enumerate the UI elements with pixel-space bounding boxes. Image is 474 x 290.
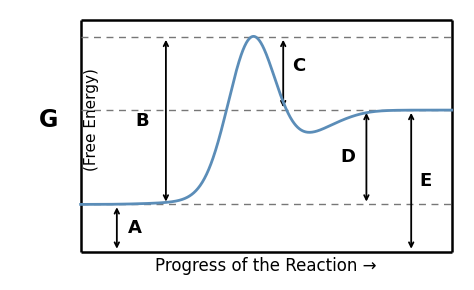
- Text: Progress of the Reaction →: Progress of the Reaction →: [155, 258, 377, 275]
- Text: G: G: [39, 108, 58, 132]
- Text: A: A: [128, 219, 141, 237]
- Text: D: D: [341, 148, 356, 166]
- Text: B: B: [135, 112, 149, 130]
- Text: E: E: [419, 172, 432, 190]
- Text: (Free Energy): (Free Energy): [84, 68, 99, 171]
- Text: C: C: [292, 57, 305, 75]
